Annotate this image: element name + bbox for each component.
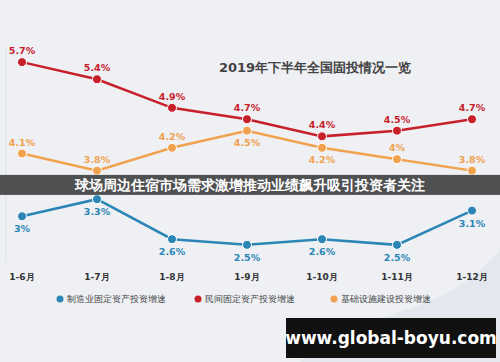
point xyxy=(318,235,327,244)
point xyxy=(168,103,177,112)
title: 2019年下半年全国固投情况一览 xyxy=(219,60,411,75)
series-line xyxy=(22,62,472,136)
data-label: 5.7% xyxy=(9,45,36,56)
point xyxy=(468,166,477,175)
point xyxy=(93,195,102,204)
plot-area xyxy=(18,58,477,250)
point xyxy=(243,240,252,249)
point xyxy=(18,149,27,158)
point xyxy=(318,143,327,152)
data-label: 2.5% xyxy=(234,252,261,263)
point xyxy=(168,143,177,152)
legend-label: 制造业固定资产投资增速 xyxy=(67,294,166,304)
point xyxy=(243,126,252,135)
x-tick-label: 1-6月 xyxy=(9,272,34,282)
point xyxy=(243,115,252,124)
x-tick-label: 1-10月 xyxy=(306,272,338,282)
data-label: 3% xyxy=(14,223,31,234)
point xyxy=(468,115,477,124)
data-label: 4.9% xyxy=(159,91,186,102)
watermark-text: www.global-boyu.com xyxy=(285,328,497,348)
point xyxy=(318,132,327,141)
data-label: 3.3% xyxy=(84,206,111,217)
y-axis-line xyxy=(6,45,7,262)
point xyxy=(393,126,402,135)
data-label: 3.8% xyxy=(84,154,111,165)
data-label: 3.1% xyxy=(459,218,486,229)
data-label: 5.4% xyxy=(84,62,111,73)
point xyxy=(93,75,102,84)
data-label: 4.2% xyxy=(159,131,186,142)
data-label: 4.2% xyxy=(309,154,336,165)
data-label: 4.7% xyxy=(234,102,261,113)
point xyxy=(168,235,177,244)
x-tick-label: 1-11月 xyxy=(381,272,413,282)
legend-marker xyxy=(331,296,338,303)
legend-marker xyxy=(57,296,64,303)
point xyxy=(18,212,27,221)
data-label: 4.5% xyxy=(384,114,411,125)
point xyxy=(18,58,27,67)
x-tick-label: 1-12月 xyxy=(456,272,488,282)
legend-marker xyxy=(195,296,202,303)
data-label: 4.5% xyxy=(234,137,261,148)
data-label: 4% xyxy=(389,142,406,153)
series-line xyxy=(22,131,472,171)
x-tick-label: 1-8月 xyxy=(159,272,184,282)
data-label: 4.1% xyxy=(9,137,36,148)
data-label: 2.6% xyxy=(309,246,336,257)
data-label: 2.6% xyxy=(159,246,186,257)
legend-label: 民间固定资产投资增速 xyxy=(205,294,295,304)
watermark-box xyxy=(286,318,496,358)
x-tick-label: 1-9月 xyxy=(234,272,259,282)
background xyxy=(0,0,500,362)
data-label: 2.5% xyxy=(384,252,411,263)
point xyxy=(393,155,402,164)
series-line xyxy=(22,199,472,245)
point xyxy=(93,166,102,175)
data-label: 4.7% xyxy=(459,102,486,113)
x-tick-label: 1-7月 xyxy=(84,272,109,282)
point xyxy=(468,206,477,215)
chart: 2019年下半年全国固投情况一览球场周边住宿市场需求激增推动业绩飙升吸引投资者关… xyxy=(0,0,500,362)
legend-label: 基础设施建设投资增速 xyxy=(341,294,431,304)
banner-text: 球场周边住宿市场需求激增推动业绩飙升吸引投资者关注 xyxy=(74,177,425,193)
point xyxy=(393,240,402,249)
data-label: 3.8% xyxy=(459,154,486,165)
data-label: 4.4% xyxy=(309,119,336,130)
banner xyxy=(0,175,500,195)
